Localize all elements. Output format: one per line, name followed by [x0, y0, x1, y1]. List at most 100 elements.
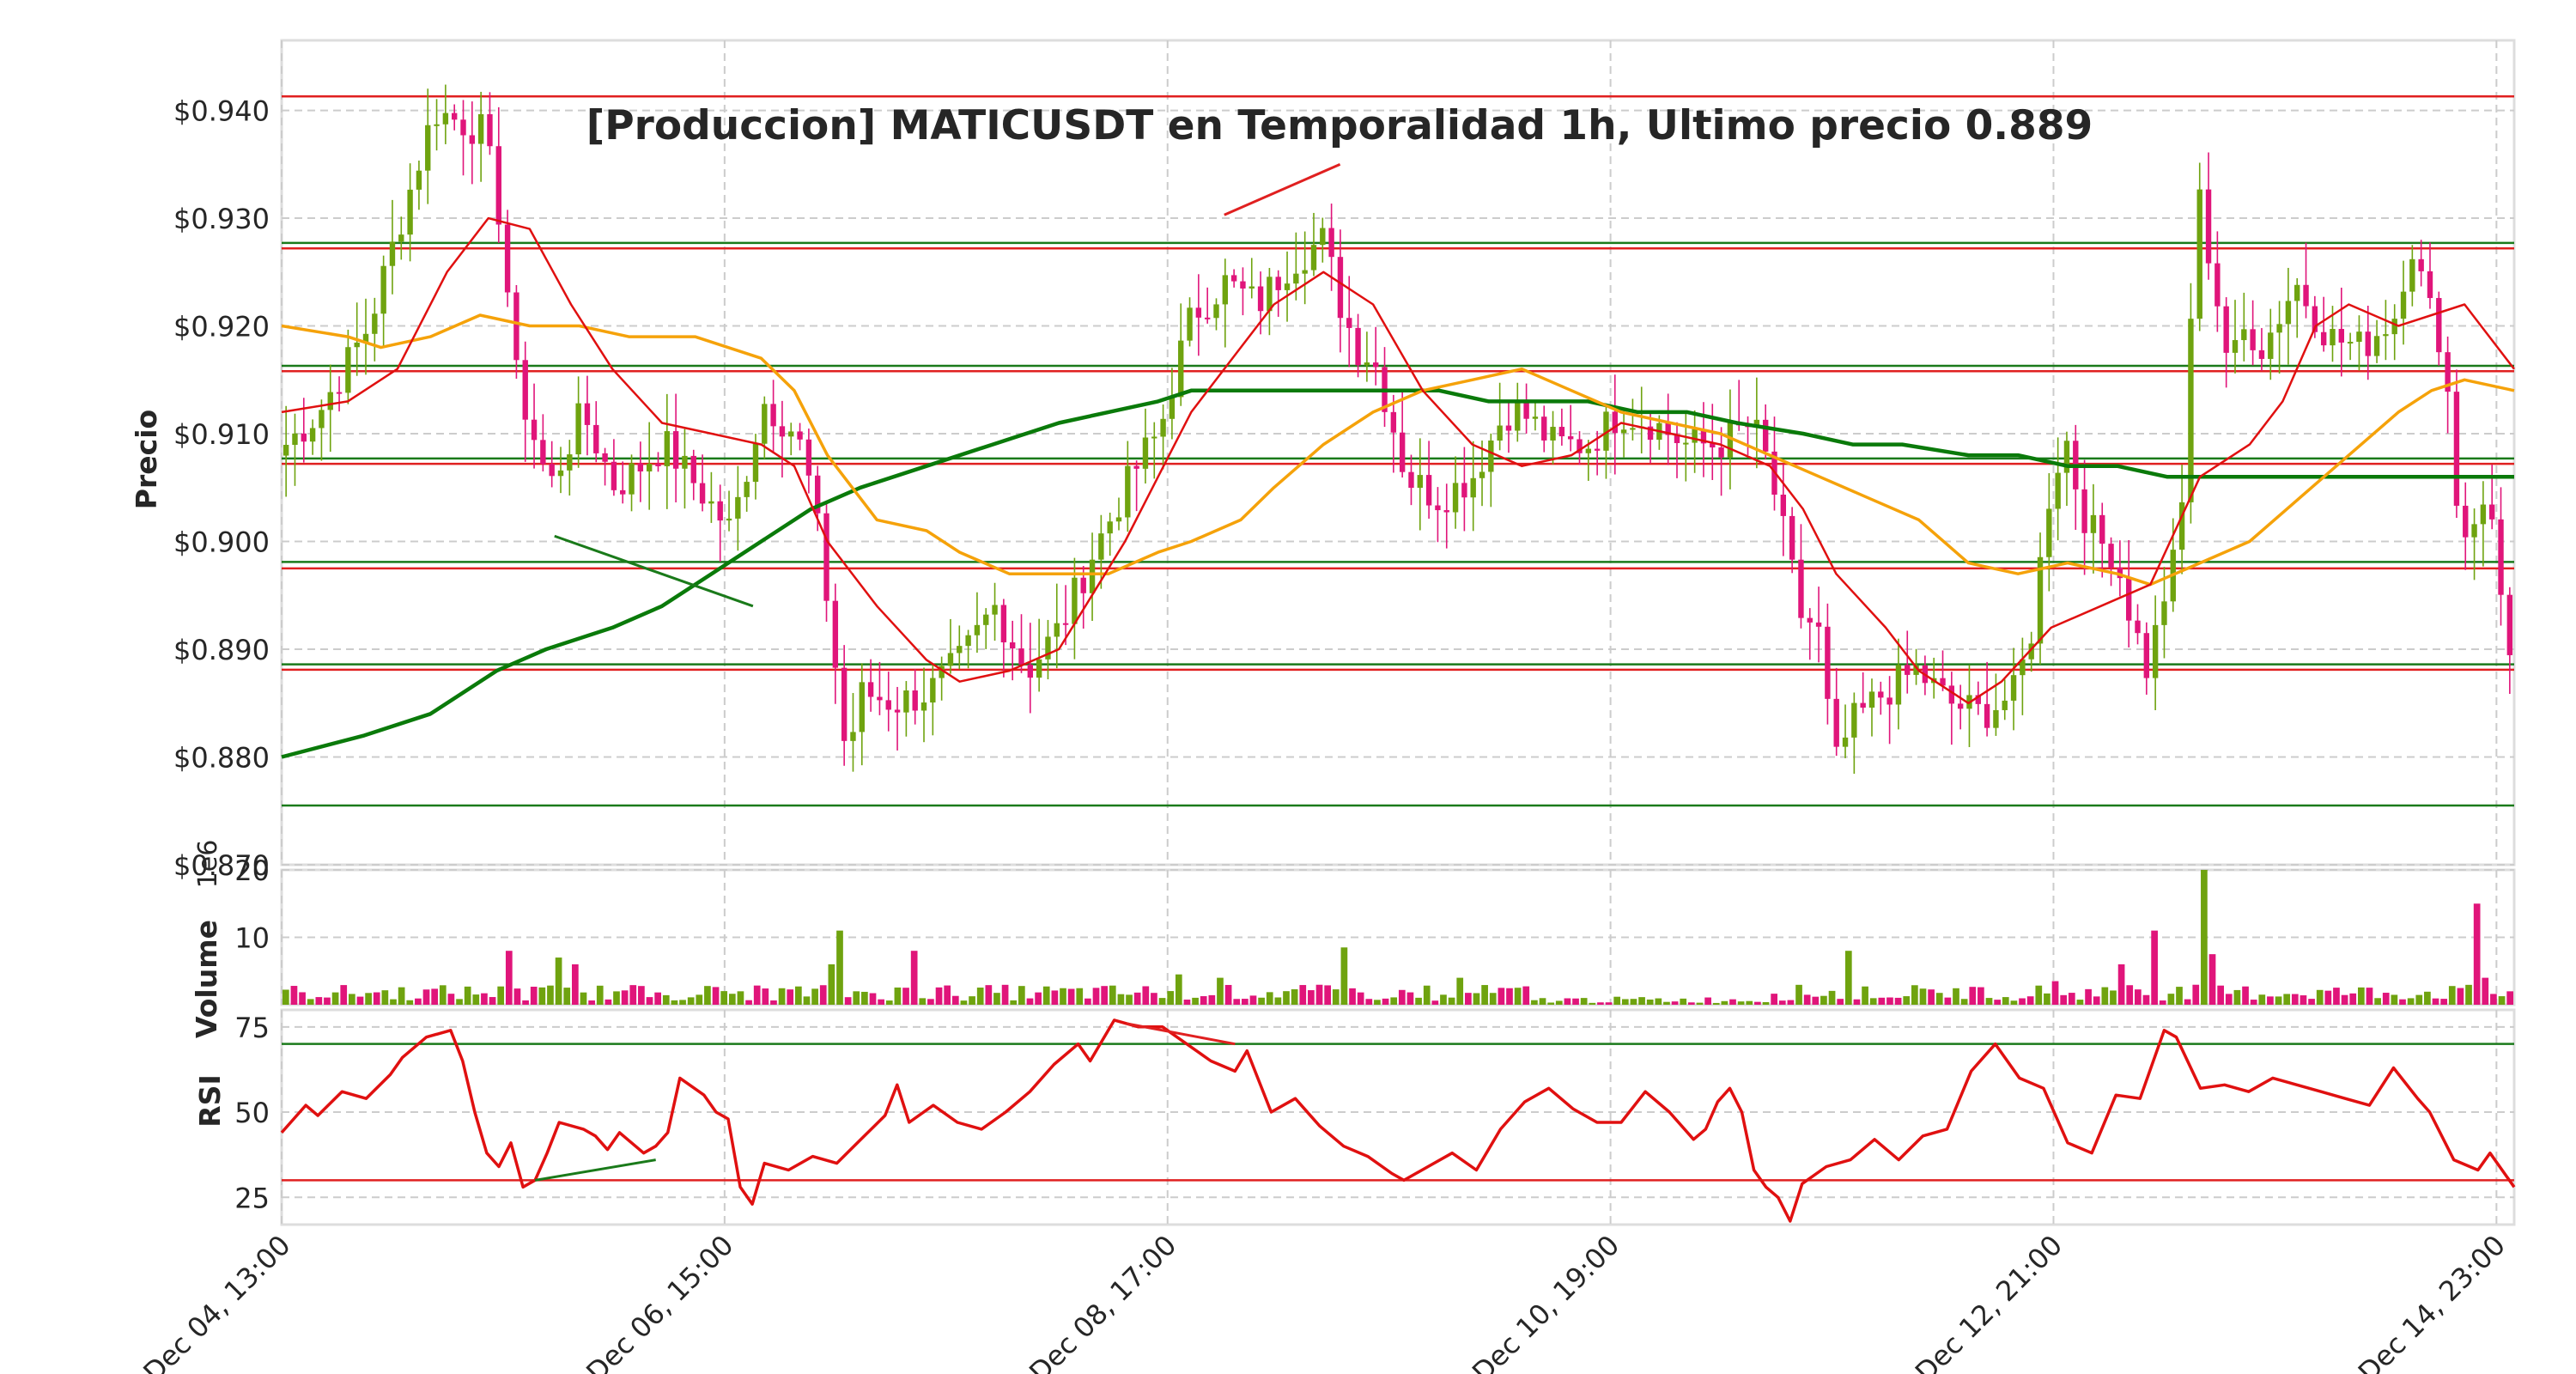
sma-slow-line	[281, 388, 2514, 759]
volume-bar	[1746, 1000, 1753, 1005]
resistance-trendline	[1224, 162, 1341, 216]
volume-bar	[2192, 984, 2200, 1005]
volume-bar	[547, 985, 554, 1005]
rsi-series	[280, 1018, 2516, 1223]
candle-body	[2196, 189, 2202, 319]
candle-body	[805, 439, 812, 476]
candle-body	[1541, 416, 1547, 441]
candle-body	[690, 455, 696, 483]
candle-body	[957, 646, 963, 654]
candle-body	[2037, 556, 2044, 644]
volume-bar	[522, 1000, 529, 1005]
volume-bar	[1233, 999, 1241, 1005]
volume-bar	[919, 998, 927, 1005]
candle-body	[2338, 329, 2345, 343]
volume-bar	[662, 994, 670, 1005]
candle-body	[1497, 425, 1503, 441]
volume-bar	[1406, 992, 1414, 1005]
candle-body	[664, 431, 671, 466]
volume-bar	[2201, 870, 2208, 1005]
candle-body	[522, 360, 528, 420]
candle-body	[2330, 329, 2336, 346]
candle-body	[717, 501, 723, 521]
candle-body	[1142, 437, 1149, 469]
candle-body	[2205, 189, 2212, 264]
volume-bar	[720, 991, 728, 1005]
candle-body	[487, 113, 493, 147]
sma-fast-line	[281, 216, 2515, 705]
x-tick-label: Dec 14, 23:00	[2352, 1229, 2512, 1374]
candle-body	[1762, 419, 1769, 452]
candle-body	[832, 600, 839, 668]
candle-body	[1798, 559, 1804, 618]
candle-body	[2400, 291, 2407, 319]
volume-bar	[1771, 994, 1777, 1005]
volume-bar	[1828, 990, 1836, 1005]
candle-body	[823, 513, 829, 601]
volume-bar	[2117, 964, 2125, 1005]
volume-bar	[2341, 994, 2348, 1005]
candle-body	[1293, 273, 1299, 284]
volume-bar	[1151, 993, 1157, 1005]
candle-body	[1993, 709, 1999, 728]
candle-body	[1045, 636, 1051, 660]
candle-body	[2002, 700, 2008, 710]
volume-bar	[2465, 984, 2472, 1005]
volume-bar	[1167, 991, 1175, 1005]
volume-bar	[1978, 987, 1984, 1005]
candle-body	[2409, 258, 2415, 292]
volume-bar	[1060, 988, 1066, 1005]
volume-bar	[853, 991, 860, 1005]
volume-bar	[572, 964, 579, 1005]
volume-bar	[472, 994, 480, 1005]
candle-body	[2258, 350, 2265, 359]
candle-body	[708, 501, 714, 504]
volume-bar	[1448, 997, 1455, 1005]
candle-body	[1488, 441, 1494, 472]
candle-body	[1399, 432, 1406, 472]
volume-y-ticks: 10 20	[234, 854, 270, 955]
x-tick-label: Dec 10, 19:00	[1466, 1229, 1625, 1374]
volume-bar	[1803, 994, 1811, 1005]
candle-body	[2161, 601, 2167, 625]
candle-body	[2365, 331, 2371, 356]
candle-body	[2125, 578, 2132, 621]
volume-bar	[2316, 989, 2324, 1005]
volume-bar	[1737, 1001, 1745, 1005]
volume-bar	[2002, 997, 2009, 1005]
volume-bar	[1192, 997, 1199, 1005]
volume-bar	[1291, 989, 1298, 1005]
candle-body	[841, 667, 848, 741]
volume-bar	[629, 985, 637, 1005]
volume-bar	[1844, 951, 1852, 1005]
volume-bar	[753, 985, 761, 1005]
volume-bar	[704, 986, 711, 1005]
volume-bar	[1415, 997, 1422, 1005]
volume-bar	[902, 988, 909, 1005]
volume-bar	[762, 988, 769, 1005]
candle-body	[992, 605, 998, 615]
volume-bar	[1663, 1001, 1670, 1005]
volume-bar	[1051, 990, 1059, 1005]
candle-body	[567, 454, 573, 471]
volume-bar	[439, 985, 447, 1005]
candle-body	[1523, 402, 1529, 419]
volume-bar	[324, 997, 331, 1005]
volume-bar	[1721, 1000, 1728, 1005]
candle-body	[1390, 411, 1397, 433]
volume-bar	[365, 993, 372, 1005]
candle-body	[788, 431, 794, 437]
candle-body	[2055, 472, 2061, 509]
volume-bar	[2019, 998, 2026, 1005]
volume-bar	[2110, 990, 2117, 1005]
candle-body	[1107, 521, 1113, 534]
rsi-tick-label: 75	[234, 1012, 270, 1044]
candle-body	[1284, 283, 1291, 290]
volume-bar	[1762, 1001, 1770, 1005]
candle-body	[1984, 703, 1990, 728]
volume-bar	[349, 994, 355, 1005]
volume-bar	[2482, 977, 2489, 1005]
candle-body	[283, 445, 289, 456]
volume-bar	[2333, 988, 2340, 1005]
volume-bar	[1498, 988, 1505, 1005]
